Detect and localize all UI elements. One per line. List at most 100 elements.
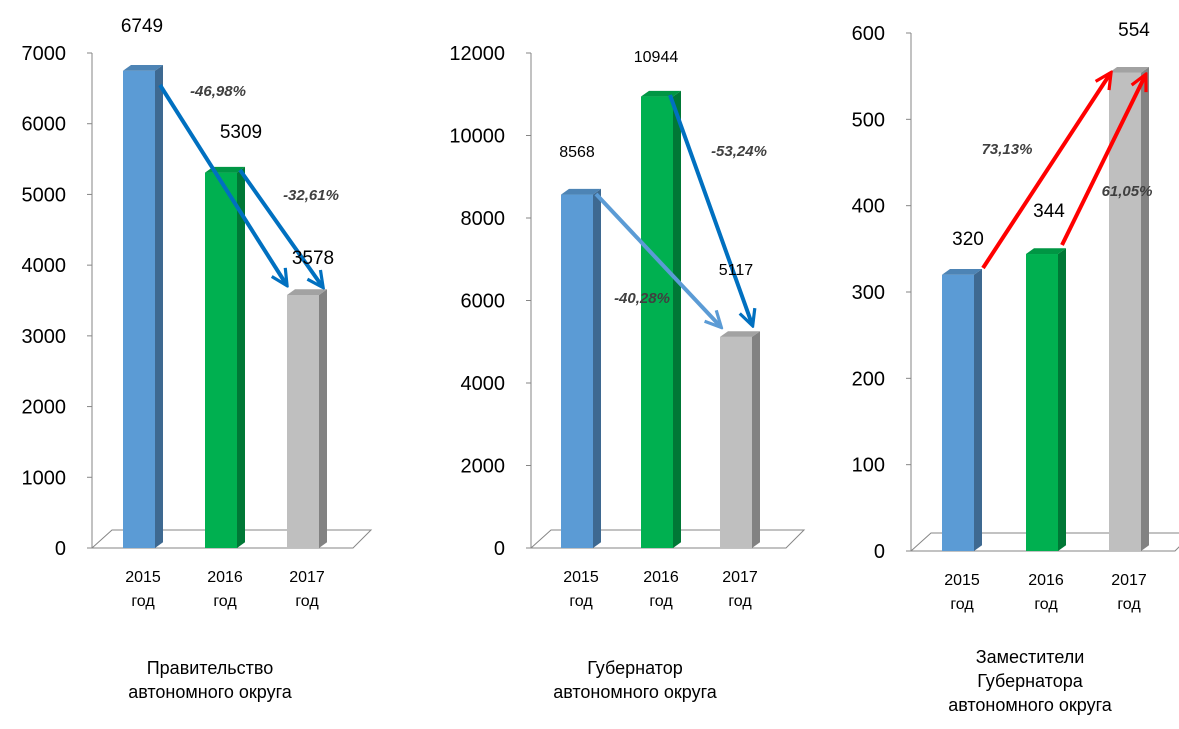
bar-front <box>123 70 155 549</box>
x-category-label: 2017 <box>289 569 325 586</box>
y-tick-label: 2000 <box>22 397 67 419</box>
bar-front <box>561 194 593 548</box>
chart-title-line: автономного округа <box>128 682 292 702</box>
y-tick-label: 8000 <box>461 208 506 230</box>
bar-side <box>237 166 245 548</box>
data-label: 320 <box>952 229 984 250</box>
data-label: 5309 <box>220 122 262 143</box>
change-arrow <box>238 168 322 286</box>
chart-title-governor: Губернатор автономного округа <box>485 656 785 704</box>
y-tick-label: 0 <box>874 541 885 563</box>
chart-title-line: автономного округа <box>948 695 1112 715</box>
bar <box>205 166 245 548</box>
y-tick-label: 6000 <box>461 291 506 313</box>
x-category-label: год <box>569 593 593 610</box>
bar-top <box>720 331 760 337</box>
x-category-label: год <box>728 593 752 610</box>
change-arrow <box>594 192 720 326</box>
y-tick-label: 500 <box>852 109 885 131</box>
change-arrow <box>1060 76 1145 246</box>
bar <box>641 90 681 549</box>
y-tick-label: 5000 <box>22 184 67 206</box>
y-tick-label: 7000 <box>22 43 67 65</box>
chart-title-line: Губернатора <box>977 671 1083 691</box>
chart-title-deputies: Заместители Губернатора автономного окру… <box>890 645 1170 717</box>
chart-title-government: Правительство автономного округа <box>60 656 360 704</box>
x-category-label: 2016 <box>207 569 243 586</box>
bar <box>720 331 760 548</box>
y-tick-label: 6000 <box>22 114 67 136</box>
change-arrow <box>158 83 286 284</box>
chart-panel-1: 0 2000 4000 6000 8000 10000 12000 2015 год 2016 го… <box>449 43 806 610</box>
x-category-label: год <box>1034 596 1058 613</box>
change-percent-label: 73,13% <box>982 141 1033 158</box>
chart-title-line: Правительство <box>146 658 274 678</box>
x-category-label: 2017 <box>722 569 758 586</box>
bar-side <box>752 331 760 548</box>
y-tick-label: 3000 <box>22 326 67 348</box>
bar-side <box>593 188 601 548</box>
bar-side <box>1058 248 1066 551</box>
x-category-label: 2015 <box>125 569 161 586</box>
bar <box>1026 248 1066 551</box>
chart-title-line: Губернатор <box>587 658 683 678</box>
data-label: 344 <box>1033 201 1065 222</box>
bar-front <box>1109 72 1141 552</box>
bar-side <box>1141 66 1149 551</box>
bar-front <box>720 336 752 548</box>
y-tick-label: 10000 <box>449 126 505 148</box>
chart-panel-0: 0 1000 2000 3000 4000 5000 6000 7000 2015 год 2016… <box>22 16 373 610</box>
change-percent-label: -32,61% <box>283 187 339 204</box>
bar <box>1109 66 1149 552</box>
y-tick-label: 300 <box>852 282 885 304</box>
x-category-label: год <box>649 593 673 610</box>
bar-side <box>673 90 681 549</box>
change-percent-label: -46,98% <box>190 83 246 100</box>
x-category-label: год <box>1117 596 1141 613</box>
bar-top <box>1026 248 1066 255</box>
bar-front <box>641 96 673 548</box>
data-label: 10944 <box>634 49 679 66</box>
bar-top <box>942 269 982 275</box>
y-tick-label: 2000 <box>461 456 506 478</box>
bar-front <box>1026 254 1058 551</box>
change-arrow <box>668 94 752 324</box>
data-label: 6749 <box>121 16 163 37</box>
bar <box>942 269 982 551</box>
floor-plane <box>909 532 1179 552</box>
bar-side <box>155 65 163 548</box>
data-label: 8568 <box>559 144 595 161</box>
bar-side <box>319 289 327 548</box>
y-tick-label: 100 <box>852 455 885 477</box>
bar-front <box>942 274 974 551</box>
chart-title-line: автономного округа <box>553 682 717 702</box>
x-category-label: год <box>295 593 319 610</box>
change-arrow <box>981 74 1110 270</box>
x-category-label: год <box>213 593 237 610</box>
bar-top <box>123 65 163 71</box>
x-category-label: 2016 <box>643 569 679 586</box>
change-percent-label: -53,24% <box>711 143 767 160</box>
x-category-label: год <box>950 596 974 613</box>
x-category-label: 2017 <box>1111 572 1147 589</box>
x-category-label: год <box>131 593 155 610</box>
bar-top <box>561 188 601 195</box>
bar-side <box>974 269 982 551</box>
floor-plane <box>529 529 806 549</box>
y-tick-label: 4000 <box>22 255 67 277</box>
x-category-label: 2016 <box>1028 572 1064 589</box>
y-tick-label: 1000 <box>22 467 67 489</box>
chart-panel-2: 0 100 200 300 400 500 600 2015 год 2016 год 2017 год… <box>852 20 1179 613</box>
floor-plane <box>90 529 373 549</box>
y-tick-label: 12000 <box>449 43 505 65</box>
change-percent-label: 61,05% <box>1102 183 1153 200</box>
bar <box>123 65 163 549</box>
y-tick-label: 0 <box>55 538 66 560</box>
bar-front <box>205 172 237 548</box>
x-category-label: 2015 <box>563 569 599 586</box>
x-category-label: 2015 <box>944 572 980 589</box>
y-tick-label: 4000 <box>461 373 506 395</box>
data-label: 554 <box>1118 20 1150 41</box>
bar <box>287 289 327 548</box>
